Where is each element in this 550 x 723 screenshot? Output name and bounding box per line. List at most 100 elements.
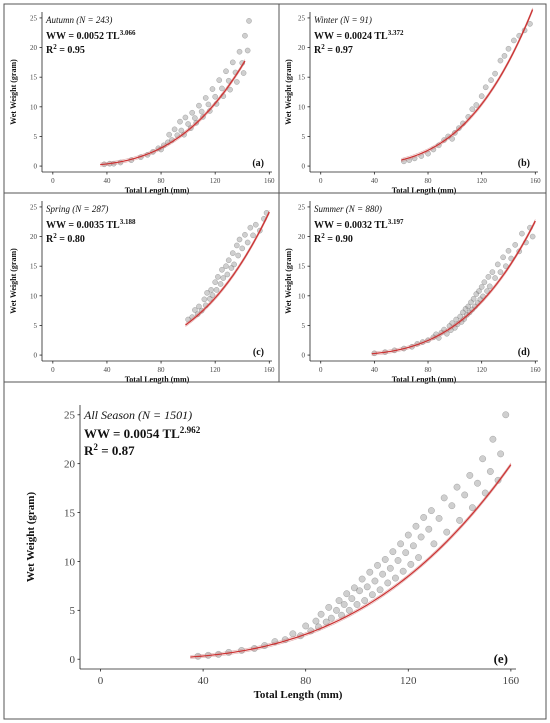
data-point	[435, 514, 443, 522]
y-tick-label: 15	[298, 74, 306, 82]
data-point	[402, 549, 410, 557]
data-point	[392, 574, 399, 582]
data-point	[166, 131, 173, 138]
data-point	[204, 290, 210, 296]
x-tick-label: 0	[51, 366, 55, 374]
data-point	[252, 221, 259, 228]
fit-band-lower	[185, 213, 270, 327]
data-point	[529, 233, 536, 240]
data-point	[366, 568, 374, 576]
fit-band-upper	[185, 210, 270, 324]
fit-equation: WW = 0.0032 TL3.197	[314, 218, 404, 231]
panel-letter: (d)	[518, 347, 530, 358]
data-point	[212, 93, 219, 100]
data-point	[225, 257, 232, 264]
y-axis-title: Wet Weight (gram)	[9, 59, 18, 125]
panel-a: 0 40 80 120 160 0 5 10 15 20 25 Total Length (mm) We…	[3, 3, 280, 195]
data-point	[353, 601, 361, 608]
r-squared: R2 = 0.90	[314, 232, 353, 245]
fit-equation: WW = 0.0054 TL2.962	[84, 425, 201, 441]
y-tick-label: 15	[30, 74, 38, 82]
data-point	[389, 548, 397, 556]
data-point	[224, 271, 231, 278]
x-tick-label: 0	[51, 177, 55, 185]
x-tick-label: 120	[476, 366, 487, 374]
data-point	[213, 287, 220, 293]
x-tick-label: 80	[425, 177, 433, 185]
data-point	[384, 579, 392, 587]
panel-letter: (e)	[494, 651, 508, 666]
data-point	[171, 126, 178, 133]
data-point	[219, 85, 225, 92]
data-point	[478, 284, 485, 290]
data-point	[215, 274, 221, 280]
x-tick-label: 40	[371, 366, 379, 374]
data-point	[462, 306, 469, 312]
fit-equation: WW = 0.0035 TL3.188	[46, 218, 136, 231]
data-point	[217, 281, 224, 287]
data-point	[505, 247, 512, 254]
x-axis-title: Total Length (mm)	[254, 689, 343, 701]
data-point	[356, 587, 364, 595]
x-tick-label: 120	[210, 366, 221, 374]
x-tick-label: 40	[103, 366, 111, 374]
data-point	[177, 118, 183, 125]
data-point	[379, 570, 387, 578]
x-tick-label: 40	[371, 177, 379, 185]
data-point	[430, 540, 438, 548]
y-tick-label: 5	[302, 133, 306, 141]
y-tick-label: 10	[64, 556, 76, 568]
data-point	[474, 479, 481, 487]
data-point	[453, 316, 460, 323]
y-tick-label: 25	[30, 203, 38, 211]
data-point	[415, 554, 422, 561]
data-point	[236, 48, 243, 55]
data-point	[196, 303, 202, 310]
data-point	[208, 287, 214, 293]
data-points	[371, 224, 536, 357]
x-tick-label: 40	[103, 177, 111, 185]
fit-equation-exponent: 3.188	[120, 218, 136, 226]
data-point	[412, 522, 420, 530]
data-point	[479, 455, 487, 463]
data-point	[233, 79, 240, 85]
data-point	[242, 32, 248, 39]
data-point	[425, 525, 433, 533]
fit-equation-base: WW = 0.0032 TL	[314, 220, 388, 231]
fit-equation-exponent: 3.372	[388, 29, 404, 37]
panel-letter: (b)	[518, 158, 530, 169]
x-tick-label: 40	[198, 675, 210, 687]
panel-frame	[3, 381, 547, 720]
panel-letter: (a)	[252, 158, 264, 169]
y-tick-label: 0	[302, 163, 306, 171]
data-point	[440, 494, 448, 502]
data-point	[247, 224, 254, 231]
fit-equation-base: WW = 0.0024 TL	[314, 31, 388, 42]
data-point	[407, 560, 415, 568]
data-point	[486, 468, 494, 475]
y-tick-label: 5	[302, 322, 306, 330]
fit-equation-base: WW = 0.0054 TL	[84, 426, 180, 441]
x-axis-title: Total Length (mm)	[125, 375, 190, 384]
r-squared: R2 = 0.97	[314, 43, 353, 56]
fit-equation: WW = 0.0024 TL3.372	[314, 29, 404, 42]
fit-band-upper	[190, 462, 512, 656]
data-point	[220, 275, 227, 281]
data-point	[482, 84, 489, 91]
x-tick-label: 160	[530, 366, 541, 374]
data-point	[399, 567, 407, 575]
y-tick-label: 10	[298, 292, 306, 300]
fit-equation-exponent: 2.962	[180, 425, 201, 435]
y-tick-label: 20	[64, 459, 76, 471]
data-point	[216, 77, 223, 83]
panel-letter: (c)	[253, 347, 264, 358]
data-point	[235, 252, 242, 259]
data-point	[231, 261, 237, 268]
data-point	[512, 242, 519, 248]
x-tick-label: 120	[476, 177, 487, 185]
data-point	[502, 411, 510, 419]
data-point	[327, 614, 335, 622]
data-point	[469, 106, 476, 113]
data-point	[209, 292, 216, 299]
